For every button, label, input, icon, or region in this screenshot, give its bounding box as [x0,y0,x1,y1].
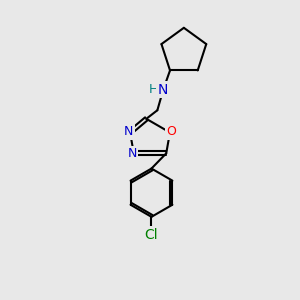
Text: Cl: Cl [145,227,158,242]
Text: N: N [124,125,133,138]
Text: N: N [128,147,137,161]
Text: O: O [167,125,176,138]
Text: H: H [149,82,158,95]
Text: N: N [158,82,168,97]
